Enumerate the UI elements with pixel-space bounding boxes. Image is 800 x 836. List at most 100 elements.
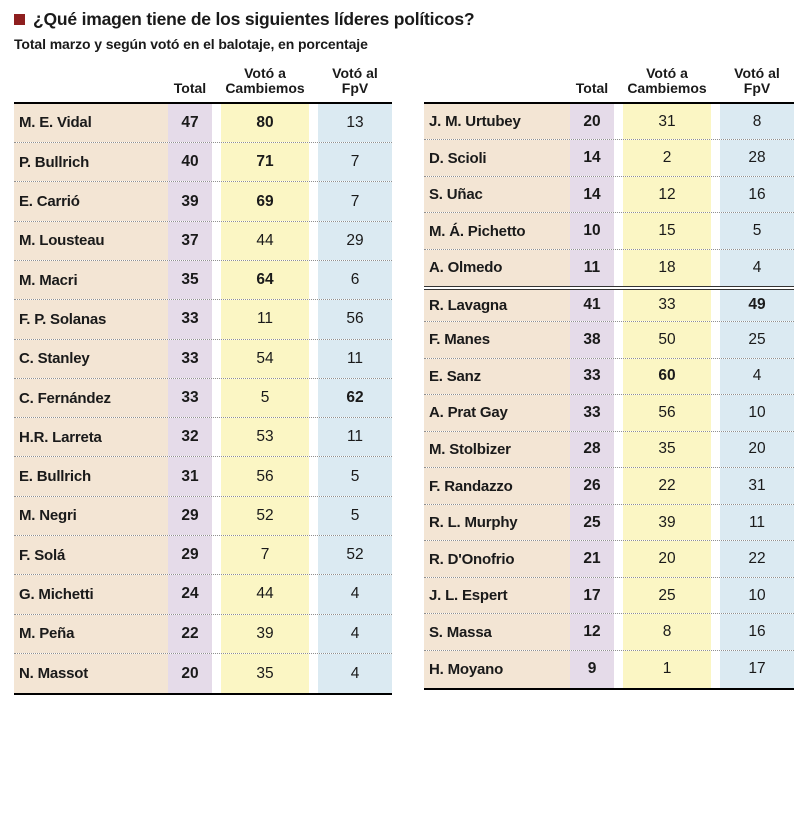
cambiemos-cell: 39	[221, 614, 309, 653]
column-gap	[212, 300, 221, 338]
column-header-cambiemos: Votó a Cambiemos	[623, 65, 711, 97]
column-headers: Total Votó a Cambiemos Votó al FpV	[14, 65, 392, 102]
column-gap	[212, 182, 221, 220]
leader-name-cell: E. Sanz	[424, 358, 570, 395]
cambiemos-cell: 5	[221, 378, 309, 418]
column-gap	[614, 651, 623, 688]
table-row: E. Sanz 33 60 4	[424, 358, 794, 396]
total-cell: 9	[570, 650, 614, 688]
total-cell: 21	[570, 541, 614, 577]
column-gap	[711, 578, 720, 614]
column-header-total: Total	[173, 80, 207, 97]
column-gap	[711, 614, 720, 650]
cambiemos-cell: 22	[623, 468, 711, 504]
column-gap	[614, 505, 623, 541]
column-header-fpv: Votó al FpV	[318, 65, 392, 97]
column-header-cambiemos-line1: Votó a	[244, 65, 286, 81]
column-header-total: Total	[575, 80, 609, 97]
cambiemos-cell: 15	[623, 213, 711, 249]
column-header-cambiemos-line1: Votó a	[646, 65, 688, 81]
leader-name-cell: H.R. Larreta	[14, 418, 168, 457]
column-gap	[711, 651, 720, 688]
column-gap	[309, 536, 318, 574]
total-cell: 11	[570, 249, 614, 286]
column-gap	[212, 536, 221, 574]
cambiemos-cell: 11	[221, 300, 309, 339]
leader-name-cell: F. Solá	[14, 536, 168, 575]
fpv-cell: 10	[720, 395, 794, 431]
table-row: F. Solá 29 7 52	[14, 536, 392, 576]
column-gap	[212, 497, 221, 535]
column-gap	[309, 182, 318, 220]
leader-name-cell: J. M. Urtubey	[424, 103, 570, 140]
leader-name-cell: N. Massot	[14, 653, 168, 694]
table-row: S. Uñac 14 12 16	[424, 176, 794, 214]
table-row: N. Massot 20 35 4	[14, 653, 392, 694]
column-gap	[212, 418, 221, 456]
fpv-cell: 52	[318, 536, 392, 575]
cambiemos-cell: 7	[221, 536, 309, 575]
column-header-fpv-line2: FpV	[743, 80, 771, 97]
fpv-cell: 62	[318, 378, 392, 418]
column-gap	[711, 177, 720, 213]
column-gap	[212, 261, 221, 299]
column-gap	[711, 322, 720, 358]
table-row: M. Á. Pichetto 10 15 5	[424, 213, 794, 250]
total-cell: 10	[570, 213, 614, 249]
leader-name-cell: M. Lousteau	[14, 221, 168, 260]
cambiemos-cell: 50	[623, 322, 711, 358]
table-row: R. Lavagna 41 33 49	[424, 285, 794, 323]
total-cell: 41	[570, 289, 614, 322]
fpv-cell: 16	[720, 614, 794, 650]
total-cell: 38	[570, 322, 614, 358]
leader-name-cell: C. Fernández	[14, 378, 168, 418]
column-gap	[309, 418, 318, 456]
column-gap	[711, 541, 720, 577]
column-gap	[614, 541, 623, 577]
title-bullet-icon	[14, 14, 25, 25]
table-row: P. Bullrich 40 71 7	[14, 143, 392, 183]
cambiemos-cell: 80	[221, 103, 309, 143]
cambiemos-cell: 31	[623, 103, 711, 140]
cambiemos-cell: 8	[623, 614, 711, 650]
column-header-cambiemos: Votó a Cambiemos	[221, 65, 309, 97]
column-gap	[309, 300, 318, 338]
column-gap	[212, 379, 221, 417]
column-gap	[309, 457, 318, 495]
leader-name-cell: A. Olmedo	[424, 249, 570, 286]
cambiemos-cell: 20	[623, 541, 711, 577]
table-row: S. Massa 12 8 16	[424, 614, 794, 651]
fpv-cell: 4	[720, 358, 794, 395]
table-row: M. Stolbizer 28 35 20	[424, 431, 794, 469]
fpv-cell: 4	[318, 614, 392, 653]
cambiemos-cell: 1	[623, 650, 711, 688]
cambiemos-cell: 69	[221, 182, 309, 221]
column-header-cambiemos-line2: Cambiemos	[627, 80, 707, 97]
cambiemos-cell: 44	[221, 575, 309, 614]
cambiemos-cell: 44	[221, 221, 309, 260]
fpv-cell: 4	[720, 249, 794, 286]
total-cell: 14	[570, 140, 614, 176]
column-gap	[614, 578, 623, 614]
total-cell: 37	[168, 221, 212, 260]
total-cell: 32	[168, 418, 212, 457]
column-gap	[711, 250, 720, 286]
cambiemos-cell: 33	[623, 289, 711, 322]
table-row: H.R. Larreta 32 53 11	[14, 418, 392, 458]
column-gap	[309, 340, 318, 378]
cambiemos-cell: 60	[623, 358, 711, 395]
column-gap	[711, 359, 720, 395]
table-row: C. Fernández 33 5 62	[14, 378, 392, 419]
fpv-cell: 11	[720, 504, 794, 541]
column-gap	[711, 140, 720, 176]
leader-name-cell: M. Á. Pichetto	[424, 213, 570, 249]
total-cell: 28	[570, 431, 614, 468]
leader-name-cell: M. Negri	[14, 496, 168, 536]
table-row: C. Stanley 33 54 11	[14, 339, 392, 379]
column-gap	[711, 104, 720, 140]
column-header-cambiemos-line2: Cambiemos	[225, 80, 305, 97]
column-gap	[309, 615, 318, 653]
leader-name-cell: M. Peña	[14, 614, 168, 653]
column-gap	[711, 213, 720, 249]
